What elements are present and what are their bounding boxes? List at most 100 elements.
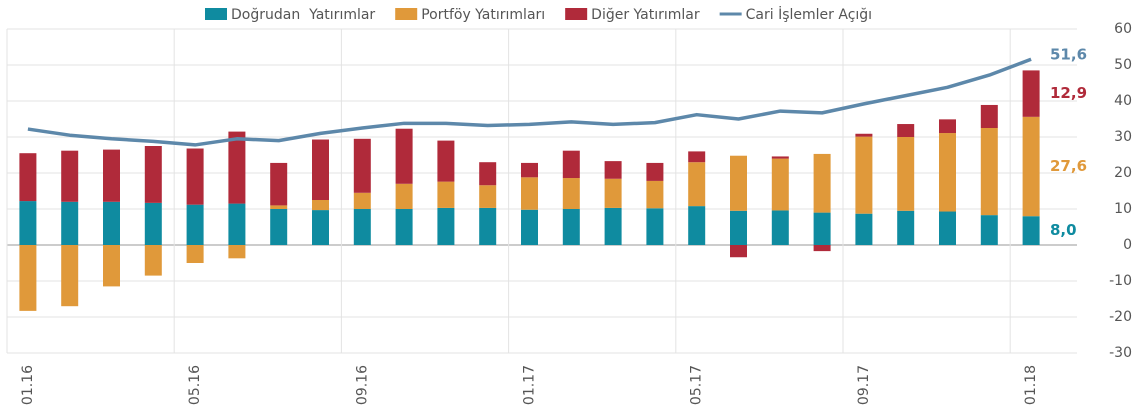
y-tick-label: 0 [1123, 237, 1132, 253]
bar [939, 211, 956, 245]
bar [646, 180, 664, 209]
bar [103, 149, 120, 202]
bar [771, 156, 789, 159]
bar [521, 162, 538, 178]
bar [228, 203, 246, 245]
bar [395, 128, 413, 184]
bar [688, 206, 706, 245]
bar [897, 210, 915, 245]
bar [312, 210, 329, 245]
x-tick-label: 01.18 [1023, 365, 1039, 405]
bar [270, 162, 288, 206]
bar [353, 209, 371, 245]
bar [270, 205, 288, 209]
bar [1022, 216, 1040, 245]
bar [646, 208, 664, 245]
bar [646, 162, 664, 181]
bar [437, 207, 455, 245]
bar [562, 178, 580, 209]
bar [312, 139, 329, 200]
y-tick-label: 10 [1114, 201, 1132, 217]
bar [395, 209, 413, 245]
y-tick-label: 30 [1114, 129, 1132, 145]
bar [353, 192, 371, 209]
bar [228, 131, 246, 204]
legend-swatch [205, 8, 227, 20]
legend-label: Cari İşlemler Açığı [746, 5, 872, 23]
bar [939, 133, 956, 212]
x-tick-label: 09.16 [354, 365, 370, 405]
bar [353, 138, 371, 193]
y-tick-label: 20 [1114, 165, 1132, 181]
legend-item: Portföy Yatırımları [395, 7, 545, 23]
bar [270, 209, 288, 245]
bar [521, 209, 538, 245]
x-tick-label: 01.17 [522, 365, 538, 405]
legend-item: Diğer Yatırımlar [565, 7, 700, 23]
legend-item: Doğrudan Yatırımlar [205, 7, 375, 23]
legend-label: Portföy Yatırımları [421, 7, 545, 23]
value-label: 12,9 [1050, 84, 1087, 102]
bar [521, 177, 538, 210]
bar [186, 204, 204, 245]
y-tick-label: -20 [1109, 309, 1132, 325]
legend-swatch [395, 8, 418, 20]
y-tick-label: 40 [1114, 93, 1132, 109]
y-tick-label: 60 [1114, 21, 1132, 37]
bar [479, 162, 497, 186]
x-tick-label: 01.16 [20, 365, 36, 405]
bar [479, 207, 497, 245]
bar [437, 140, 455, 182]
bar [61, 245, 79, 307]
bar [144, 245, 162, 276]
bar [980, 215, 998, 245]
bar [395, 183, 413, 209]
bar [437, 181, 455, 208]
bar [939, 119, 956, 134]
bar [562, 209, 580, 245]
bar [61, 201, 79, 245]
bar [980, 104, 998, 128]
bar [855, 213, 873, 245]
bar [771, 158, 789, 211]
bar [61, 150, 79, 202]
x-tick-label: 05.17 [689, 365, 705, 405]
line [27, 57, 1032, 147]
y-tick-label: 50 [1114, 57, 1132, 73]
bar [144, 146, 162, 203]
bar [312, 200, 329, 211]
legend-item: Cari İşlemler Açığı [719, 5, 872, 23]
bar [1022, 70, 1040, 117]
bar [730, 210, 747, 245]
bar [186, 148, 204, 205]
bar [730, 245, 747, 258]
bar [897, 124, 915, 137]
bar [562, 150, 580, 179]
bar [144, 202, 162, 245]
bar [103, 245, 120, 287]
bar [604, 161, 622, 179]
bar [19, 245, 37, 311]
x-tick-label: 05.16 [187, 365, 203, 405]
value-label: 51,6 [1050, 46, 1087, 64]
bar [813, 212, 831, 245]
bar [980, 128, 998, 216]
bar [604, 207, 622, 245]
bar [19, 201, 37, 245]
bar [228, 245, 246, 259]
bar [855, 136, 873, 214]
bar [1022, 116, 1040, 217]
legend-label: Diğer Yatırımlar [591, 7, 700, 23]
bar [688, 162, 706, 207]
legend-swatch [565, 8, 588, 20]
bar [771, 210, 789, 245]
bar [604, 178, 622, 208]
bar [897, 137, 915, 211]
bar [19, 153, 37, 202]
bar [479, 185, 497, 208]
value-label: 27,6 [1050, 157, 1087, 175]
bar [855, 133, 873, 137]
bar [813, 153, 831, 213]
